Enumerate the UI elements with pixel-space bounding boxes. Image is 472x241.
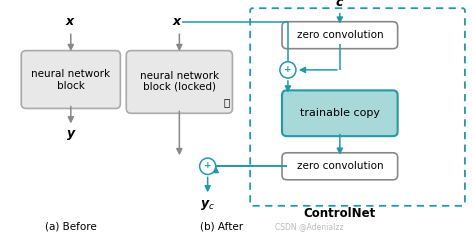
- Text: zero convolution: zero convolution: [296, 30, 383, 40]
- FancyBboxPatch shape: [282, 22, 398, 49]
- Text: (b) After: (b) After: [200, 221, 244, 232]
- Text: block (locked): block (locked): [143, 82, 216, 92]
- Circle shape: [200, 158, 216, 174]
- Text: $\boldsymbol{x}$: $\boldsymbol{x}$: [65, 15, 76, 28]
- Circle shape: [280, 62, 296, 78]
- Text: 🔒: 🔒: [223, 97, 230, 107]
- Text: $\boldsymbol{x}$: $\boldsymbol{x}$: [171, 15, 183, 28]
- Text: +: +: [204, 161, 211, 170]
- Text: CSDN @Adenialzz: CSDN @Adenialzz: [275, 222, 344, 231]
- FancyBboxPatch shape: [21, 51, 120, 108]
- Text: $\boldsymbol{y}_c$: $\boldsymbol{y}_c$: [200, 198, 215, 212]
- Text: $\boldsymbol{y}$: $\boldsymbol{y}$: [66, 128, 76, 142]
- Text: trainable copy: trainable copy: [300, 108, 380, 118]
- FancyBboxPatch shape: [126, 51, 232, 113]
- Text: ControlNet: ControlNet: [303, 207, 376, 220]
- Text: neural network: neural network: [31, 69, 110, 79]
- FancyBboxPatch shape: [282, 153, 398, 180]
- Text: zero convolution: zero convolution: [296, 161, 383, 171]
- Text: (a) Before: (a) Before: [45, 221, 97, 232]
- Text: block: block: [57, 81, 85, 91]
- Text: neural network: neural network: [140, 71, 219, 81]
- FancyBboxPatch shape: [282, 90, 398, 136]
- Text: +: +: [284, 65, 292, 74]
- Text: $\boldsymbol{c}$: $\boldsymbol{c}$: [335, 0, 345, 9]
